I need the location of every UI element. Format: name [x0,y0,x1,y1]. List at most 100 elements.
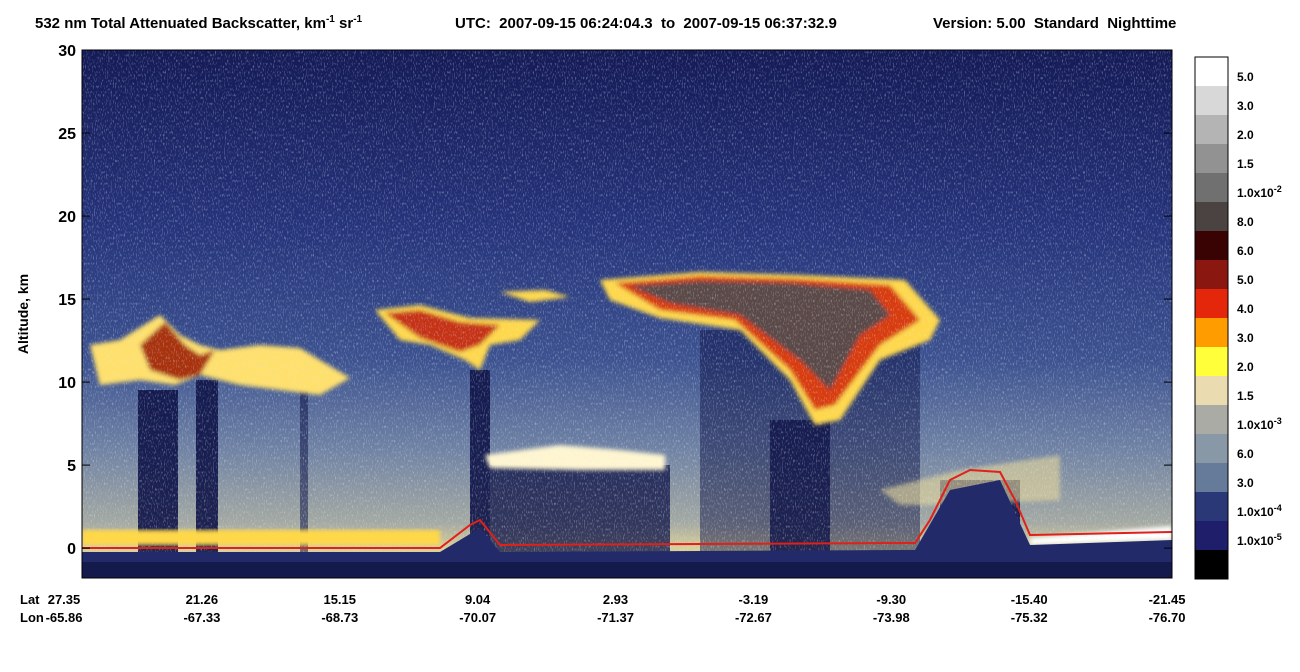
colorbar-swatch [1195,463,1228,492]
colorbar-label-text: 1.0x10 [1237,418,1274,432]
colorbar-label: 2.0 [1237,128,1254,142]
x-tick-label: -73.98 [873,610,910,625]
version: Version: 5.00 Standard Nighttime [933,15,1176,32]
colorbar-label: 8.0 [1237,215,1254,229]
colorbar-label-exp: -3 [1274,416,1282,426]
x-tick-label: -21.45 [1149,592,1186,607]
colorbar-swatch [1195,289,1228,318]
colorbar-swatch [1195,57,1228,86]
curtain [82,50,1172,578]
x-tick-label: -67.33 [183,610,220,625]
colorbar-label-text: 1.0x10 [1237,186,1274,200]
colorbar-label: 5.0 [1237,273,1254,287]
colorbar-label-text: 8.0 [1237,215,1254,229]
utc-range: UTC: 2007-09-15 06:24:04.3 to 2007-09-15… [455,15,837,32]
surface-line [82,468,1172,549]
y-tick-label: 30 [58,43,76,60]
x-tick-label: -3.19 [739,592,769,607]
colorbar-label: 4.0 [1237,302,1254,316]
colorbar-label: 5.0 [1237,70,1254,84]
x-tick-label: -15.40 [1011,592,1048,607]
colorbar-label: 2.0 [1237,360,1254,374]
colorbar-label-text: 6.0 [1237,244,1254,258]
x-tick-label: -70.07 [459,610,496,625]
colorbar-swatch [1195,318,1228,347]
colorbar-label: 1.0x10-4 [1237,503,1282,519]
chart-title: 532 nm Total Attenuated Backscatter, km-… [35,14,363,32]
y-axis-label: Altitude, km [15,274,31,354]
x-tick-label: 27.35 [48,592,81,607]
colorbar-label: 6.0 [1237,244,1254,258]
colorbar-label: 6.0 [1237,447,1254,461]
colorbar-label-text: 1.0x10 [1237,534,1274,548]
x-tick-label: -65.86 [46,610,83,625]
colorbar-swatch [1195,231,1228,260]
colorbar-label-text: 5.0 [1237,70,1254,84]
colorbar-label-text: 2.0 [1237,128,1254,142]
colorbar-label-text: 3.0 [1237,476,1254,490]
colorbar-label: 1.5 [1237,389,1254,403]
colorbar-label-exp: -5 [1274,532,1282,542]
colorbar-label: 1.0x10-2 [1237,184,1282,200]
x-row-name: Lon [20,610,44,625]
colorbar-swatch [1195,492,1228,521]
x-tick-label: -72.67 [735,610,772,625]
colorbar-label: 3.0 [1237,476,1254,490]
colorbar-swatch [1195,550,1228,579]
y-tick-label: 25 [58,126,76,143]
x-row-name: Lat [20,592,40,607]
x-tick-label: -71.37 [597,610,634,625]
colorbar-label-text: 2.0 [1237,360,1254,374]
x-tick-label: 21.26 [186,592,219,607]
colorbar-label: 3.0 [1237,331,1254,345]
colorbar-label-text: 3.0 [1237,331,1254,345]
surface-return [82,530,440,545]
x-tick-label: -75.32 [1011,610,1048,625]
y-tick-label: 0 [67,541,76,558]
colorbar-label-text: 1.5 [1237,389,1254,403]
colorbar-label-text: 5.0 [1237,273,1254,287]
colorbar-swatch [1195,347,1228,376]
title-main: 532 nm Total Attenuated Backscatter, km [35,15,326,32]
colorbar-swatch [1195,86,1228,115]
title-unit: sr [335,15,354,32]
y-tick-label: 10 [58,375,76,392]
colorbar-label-exp: -4 [1274,503,1282,513]
colorbar-label-text: 1.5 [1237,157,1254,171]
x-tick-label: 15.15 [323,592,356,607]
x-tick-label: -76.70 [1149,610,1186,625]
subsurface-deep [82,562,1172,578]
colorbar-label-text: 4.0 [1237,302,1254,316]
colorbar-label: 1.0x10-3 [1237,416,1282,432]
title-sup: -1 [353,14,362,25]
colorbar-swatch [1195,115,1228,144]
colorbar-swatch [1195,376,1228,405]
colorbar-swatch [1195,260,1228,289]
colorbar-label: 1.0x10-5 [1237,532,1282,548]
title-sup: -1 [326,14,335,25]
x-tick-label: -68.73 [321,610,358,625]
plot-frame [81,49,1173,579]
y-tick-label: 5 [67,458,76,475]
colorbar-label-text: 1.0x10 [1237,505,1274,519]
x-tick-label: 9.04 [465,592,491,607]
colorbar-swatch [1195,144,1228,173]
colorbar-swatch [1195,434,1228,463]
colorbar-label: 3.0 [1237,99,1254,113]
y-tick-label: 15 [58,292,76,309]
colorbar-swatch [1195,521,1228,550]
y-tick-label: 20 [58,209,76,226]
x-tick-label: 2.93 [603,592,628,607]
colorbar-swatch [1195,173,1228,202]
colorbar-swatch [1195,405,1228,434]
colorbar-label-exp: -2 [1274,184,1282,194]
x-tick-label: -9.30 [876,592,906,607]
colorbar-label-text: 6.0 [1237,447,1254,461]
colorbar-label-text: 3.0 [1237,99,1254,113]
colorbar-swatch [1195,202,1228,231]
colorbar-frame [1194,56,1229,580]
colorbar-label: 1.5 [1237,157,1254,171]
